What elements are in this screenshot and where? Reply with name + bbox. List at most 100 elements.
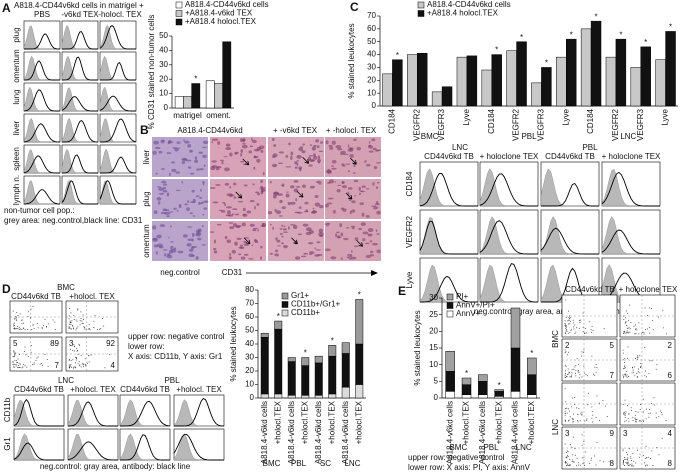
event-dot: [36, 357, 38, 359]
tissue-spot: [351, 200, 356, 204]
tissue-spot: [194, 156, 198, 160]
tissue-spot: [169, 139, 172, 144]
event-dot: [623, 413, 625, 415]
event-dot: [564, 412, 566, 414]
tissue-spot: [161, 180, 167, 184]
event-dot: [68, 318, 70, 320]
group-label: PBL: [164, 376, 180, 385]
tissue-spot: [187, 144, 192, 148]
bar: [510, 347, 521, 392]
event-dot: [36, 323, 38, 325]
tissue-spot: [253, 155, 257, 159]
bar: [527, 374, 537, 395]
event-dot: [645, 458, 647, 460]
event-dot: [637, 356, 639, 358]
event-dot: [568, 351, 570, 353]
column-label: + -holocl. TEX: [326, 126, 377, 135]
tissue-spot: [317, 161, 321, 164]
antibody-line: [419, 220, 478, 255]
event-dot: [634, 366, 636, 368]
event-dot: [625, 317, 627, 319]
bar: [341, 342, 350, 354]
x-tick-label: VEGFR3: [437, 108, 446, 141]
antibody-line: [62, 31, 98, 50]
event-dot: [649, 327, 651, 329]
column-label: PBS: [34, 10, 50, 19]
event-dot: [636, 419, 638, 421]
tissue-spot: [366, 188, 370, 190]
event-dot: [590, 457, 592, 459]
bar: [355, 384, 364, 399]
event-dot: [564, 323, 566, 325]
tissue-spot: [187, 238, 194, 242]
bar: [466, 55, 478, 107]
event-dot: [633, 460, 635, 462]
event-dot: [40, 362, 42, 364]
column-label: -holocl. TEX: [98, 10, 142, 19]
event-dot: [564, 349, 566, 351]
tissue-spot: [225, 147, 232, 151]
tissue-spot: [277, 245, 281, 247]
tissue-spot: [375, 186, 379, 189]
tissue-spot: [368, 141, 371, 144]
tissue-spot: [350, 250, 353, 253]
event-dot: [587, 392, 589, 394]
antibody-line: [62, 119, 99, 143]
tissue-spot: [232, 223, 238, 227]
tissue-spot: [198, 201, 202, 205]
event-dot: [627, 457, 629, 459]
bar: [301, 395, 310, 399]
antibody-line: [174, 398, 225, 427]
event-dot: [665, 419, 667, 421]
tissue-spot: [199, 188, 202, 192]
event-dot: [569, 376, 571, 378]
event-dot: [575, 465, 577, 467]
tissue-spot: [341, 185, 348, 189]
tissue-spot: [289, 185, 295, 189]
tissue-spot: [308, 154, 314, 157]
tissue-spot: [229, 186, 232, 189]
event-dot: [16, 360, 18, 362]
event-dot: [567, 463, 569, 465]
event-dot: [638, 333, 640, 335]
event-dot: [645, 418, 647, 420]
quadrant-value: 4: [111, 361, 116, 370]
tissue-spot: [350, 225, 356, 228]
event-dot: [639, 456, 641, 458]
x-tick-label: +holocl.TEX: [300, 400, 309, 444]
tissue-spot: [231, 249, 236, 254]
y-tick-label: 0: [250, 393, 255, 402]
event-dot: [634, 357, 636, 359]
event-dot: [573, 328, 575, 330]
bar: [556, 56, 567, 107]
event-dot: [571, 374, 573, 376]
tissue-spot: [186, 242, 192, 247]
tissue-spot: [369, 240, 373, 243]
bar: [461, 384, 472, 395]
event-dot: [628, 413, 630, 415]
event-dot: [642, 398, 644, 400]
legend-label: CD11b+/Gr1+: [291, 300, 341, 309]
tissue-spot: [307, 156, 312, 161]
tissue-spot: [241, 143, 247, 145]
event-dot: [78, 344, 80, 346]
tissue-spot: [229, 152, 233, 157]
event-dot: [69, 308, 71, 310]
tissue-spot: [249, 223, 255, 227]
event-dot: [632, 369, 634, 371]
tissue-spot: [224, 167, 230, 172]
event-dot: [625, 373, 627, 375]
event-dot: [635, 328, 637, 330]
event-dot: [566, 407, 568, 409]
event-dot: [590, 329, 592, 331]
event-dot: [652, 320, 654, 322]
event-dot: [108, 354, 110, 356]
quadrant-value: 89: [50, 339, 59, 348]
tissue-spot: [330, 165, 335, 167]
tissue-spot: [187, 200, 190, 203]
tissue-spot: [272, 137, 275, 142]
arrow-marker: [235, 191, 243, 199]
event-dot: [31, 329, 33, 331]
event-dot: [82, 314, 84, 316]
tissue-spot: [153, 140, 160, 145]
